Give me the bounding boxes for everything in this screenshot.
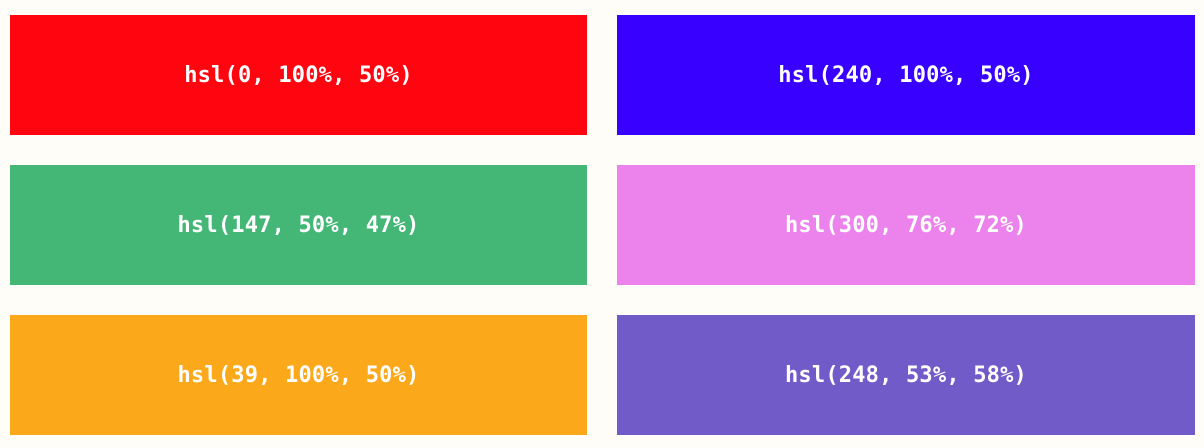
swatch-label: hsl(39, 100%, 50%) — [177, 362, 420, 388]
swatch-label: hsl(300, 76%, 72%) — [784, 212, 1027, 238]
swatch-blue: hsl(240, 100%, 50%) — [617, 15, 1195, 135]
swatch-label: hsl(248, 53%, 58%) — [784, 362, 1027, 388]
swatch-label: hsl(0, 100%, 50%) — [184, 62, 413, 88]
swatch-label: hsl(147, 50%, 47%) — [177, 212, 420, 238]
swatch-orange: hsl(39, 100%, 50%) — [10, 315, 587, 435]
swatch-green: hsl(147, 50%, 47%) — [10, 165, 587, 285]
swatch-slate-blue: hsl(248, 53%, 58%) — [617, 315, 1195, 435]
swatch-red: hsl(0, 100%, 50%) — [10, 15, 587, 135]
swatch-violet: hsl(300, 76%, 72%) — [617, 165, 1195, 285]
color-swatch-grid: hsl(0, 100%, 50%) hsl(240, 100%, 50%) hs… — [10, 15, 1195, 435]
swatch-label: hsl(240, 100%, 50%) — [778, 62, 1034, 88]
